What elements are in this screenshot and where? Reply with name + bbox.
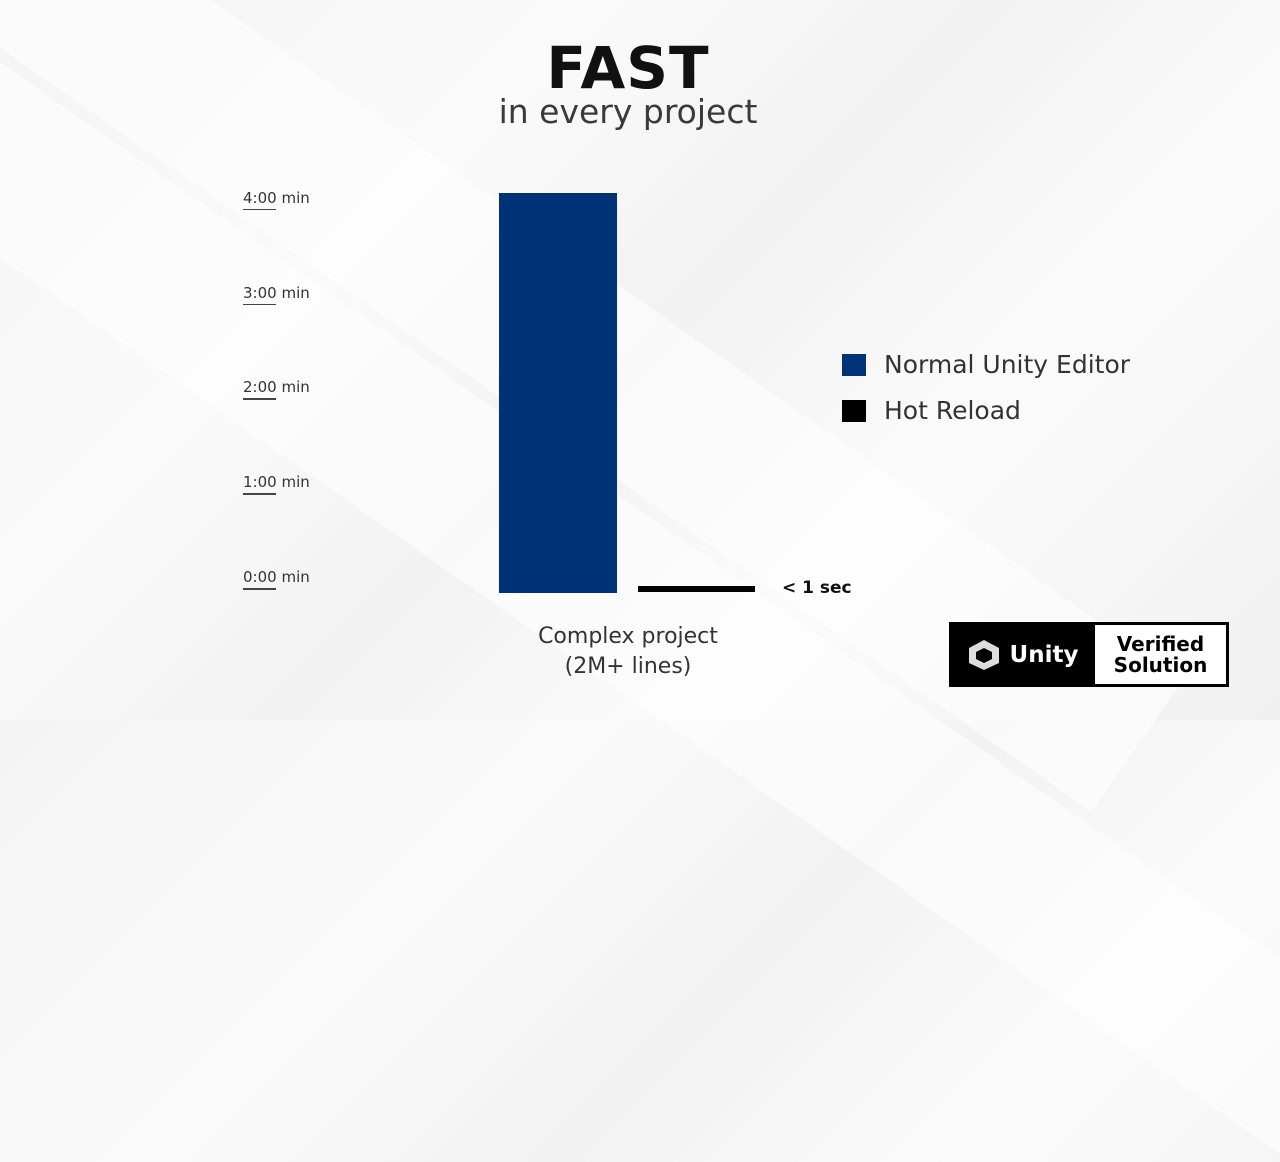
unity-brand-text: Unity [1009,641,1079,668]
verified-solution-text: Verified Solution [1095,625,1226,684]
unity-logo: Unity [949,622,1095,687]
legend-item-normal-unity-editor: Normal Unity Editor [842,350,1130,379]
x-category-label: Complex project (2M+ lines) [488,622,768,682]
y-tick-label: 1:00 min [243,473,310,495]
bar-normal-unity-editor [499,193,617,593]
tick-underline [243,208,276,211]
category-line-1: Complex project [538,624,718,649]
y-tick-label: 2:00 min [243,378,310,400]
y-tick-text: 4:00 min [243,188,310,207]
legend-swatch-black [842,399,866,422]
y-tick-text: 3:00 min [243,283,310,302]
y-tick-label: 0:00 min [243,568,310,590]
tick-underline [243,303,276,306]
unity-cube-icon [968,639,999,670]
badge-line-1: Verified [1116,631,1205,656]
bar-hot-reload [638,586,755,592]
y-tick-text: 0:00 min [243,568,310,586]
data-label-hot-reload: < 1 sec [782,578,852,598]
y-tick-text: 2:00 min [243,378,310,397]
legend-label: Hot Reload [884,396,1021,425]
chart-subtitle: in every project [498,92,758,131]
y-tick-label: 3:00 min [243,283,310,306]
legend-swatch-blue [842,353,866,376]
tick-underline [243,398,276,400]
chart-plot [499,193,755,593]
category-line-2: (2M+ lines) [564,654,692,679]
unity-verified-badge: Unity Verified Solution [949,622,1229,687]
legend-item-hot-reload: Hot Reload [842,396,1021,425]
tick-underline [243,588,276,590]
chart-title: FAST [546,34,710,102]
y-tick-text: 1:00 min [243,473,310,492]
badge-line-2: Solution [1113,652,1208,677]
legend-label: Normal Unity Editor [884,350,1131,379]
tick-underline [243,493,276,495]
y-tick-label: 4:00 min [243,188,310,211]
